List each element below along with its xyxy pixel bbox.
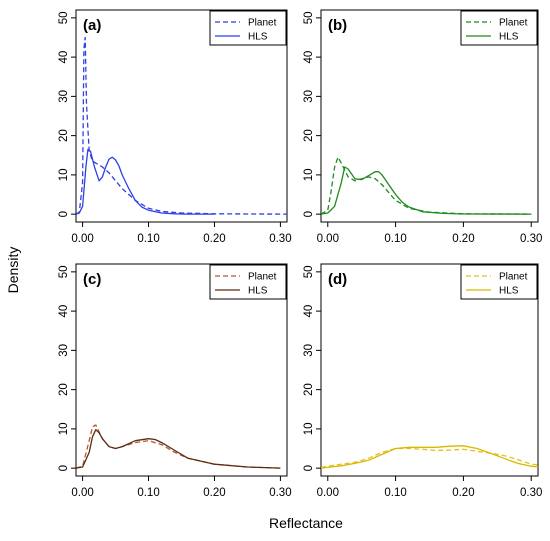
- x-tick-label: 0.00: [71, 233, 93, 245]
- series-line-planet: [76, 424, 281, 469]
- plot-frame: [320, 263, 539, 477]
- y-tick-label: 0: [58, 211, 70, 217]
- y-tick-label: 10: [303, 422, 315, 435]
- series-line-hls: [76, 429, 281, 469]
- panel-1: 0.00 0.10 0.20 0.30 0 10 20 30 40 50 (a) Planet HLS: [58, 9, 292, 245]
- y-tick-label: 0: [58, 465, 70, 471]
- x-tick-label: 0.30: [269, 233, 291, 245]
- series-line-hls: [321, 445, 538, 469]
- legend: Planet HLS: [460, 264, 538, 300]
- legend-label-hls: HLS: [499, 32, 519, 43]
- x-tick-label: 0.10: [384, 487, 406, 499]
- x-tick-label: 0.00: [71, 487, 93, 499]
- plot-frame: [75, 9, 288, 223]
- y-tick-label: 30: [58, 90, 70, 103]
- y-tick-label: 30: [58, 344, 70, 357]
- legend-label-hls: HLS: [248, 32, 268, 43]
- y-tick-label: 50: [303, 265, 315, 278]
- y-tick-label: 10: [58, 422, 70, 435]
- panel-3: 0.00 0.10 0.20 0.30 0 10 20 30 40 50 (c) Planet HLS: [58, 263, 292, 499]
- y-tick-label: 20: [58, 129, 70, 142]
- y-tick-label: 40: [58, 51, 70, 64]
- legend-box: [209, 10, 287, 46]
- x-tick-label: 0.10: [137, 233, 159, 245]
- x-tick-label: 0.20: [452, 487, 474, 499]
- legend-label-hls: HLS: [499, 286, 519, 297]
- y-axis-title: Density: [5, 247, 21, 294]
- x-tick-label: 0.20: [452, 233, 474, 245]
- series-line-planet: [76, 36, 287, 215]
- y-tick-label: 50: [303, 11, 315, 24]
- legend-label-planet: Planet: [248, 18, 277, 29]
- legend: Planet HLS: [460, 10, 538, 46]
- y-tick-label: 0: [303, 211, 315, 217]
- x-tick-label: 0.10: [137, 487, 159, 499]
- legend-label-planet: Planet: [499, 272, 528, 283]
- x-tick-label: 0.30: [520, 233, 542, 245]
- x-tick-label: 0.20: [203, 233, 225, 245]
- plot-frame: [320, 9, 539, 223]
- y-tick-label: 20: [58, 383, 70, 396]
- x-tick-label: 0.30: [269, 487, 291, 499]
- x-tick-label: 0.20: [203, 487, 225, 499]
- panel-label: (b): [328, 17, 347, 34]
- legend: Planet HLS: [209, 264, 287, 300]
- y-tick-label: 40: [58, 305, 70, 318]
- y-tick-label: 10: [303, 168, 315, 181]
- y-tick-label: 20: [303, 383, 315, 396]
- y-tick-label: 0: [303, 465, 315, 471]
- y-tick-label: 20: [303, 129, 315, 142]
- x-tick-label: 0.00: [317, 233, 339, 245]
- y-tick-label: 50: [58, 265, 70, 278]
- plot-frame: [75, 263, 288, 477]
- panel-4: 0.00 0.10 0.20 0.30 0 10 20 30 40 50 (d) Planet HLS: [303, 263, 542, 499]
- y-tick-label: 30: [303, 90, 315, 103]
- panel-label: (d): [328, 271, 347, 288]
- legend-label-planet: Planet: [499, 18, 528, 29]
- series-line-hls: [321, 166, 532, 215]
- y-tick-label: 30: [303, 344, 315, 357]
- legend: Planet HLS: [209, 10, 287, 46]
- x-tick-label: 0.10: [384, 233, 406, 245]
- panel-label: (c): [83, 271, 101, 288]
- legend-box: [460, 10, 538, 46]
- legend-label-planet: Planet: [248, 272, 277, 283]
- legend-box: [209, 264, 287, 300]
- legend-label-hls: HLS: [248, 286, 268, 297]
- y-tick-label: 50: [58, 11, 70, 24]
- legend-box: [460, 264, 538, 300]
- y-tick-label: 40: [303, 305, 315, 318]
- series-line-planet: [321, 156, 532, 215]
- panel-label: (a): [83, 17, 101, 34]
- series-line-hls: [76, 148, 215, 215]
- panel-2: 0.00 0.10 0.20 0.30 0 10 20 30 40 50 (b) Planet HLS: [303, 9, 542, 245]
- y-tick-label: 10: [58, 168, 70, 181]
- x-tick-label: 0.00: [317, 487, 339, 499]
- x-axis-title: Reflectance: [269, 515, 343, 531]
- y-tick-label: 40: [303, 51, 315, 64]
- x-tick-label: 0.30: [520, 487, 542, 499]
- series-line-planet: [321, 447, 538, 469]
